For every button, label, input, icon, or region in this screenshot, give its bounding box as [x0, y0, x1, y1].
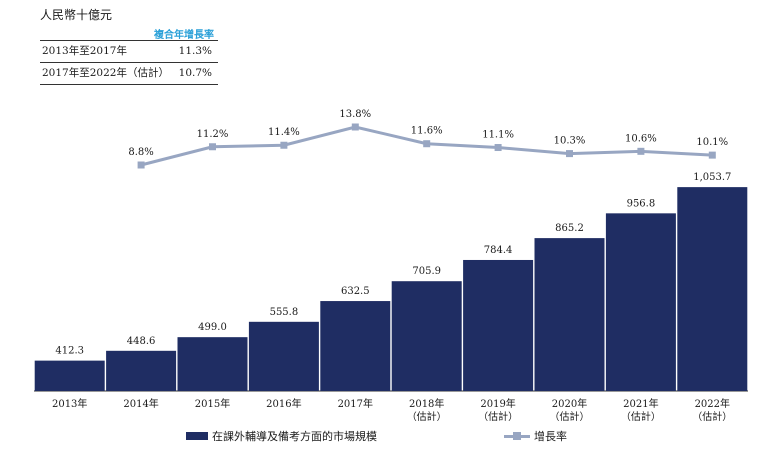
bar	[677, 187, 748, 391]
unit-label: 人民幣十億元	[40, 8, 113, 22]
growth-rate-label: 11.2%	[197, 129, 229, 140]
cagr-row: 2013年至2017年 11.3%	[40, 41, 218, 63]
cagr-table: 複合年增長率 2013年至2017年 11.3% 2017年至2022年（估計）…	[40, 26, 218, 85]
x-tick-label: （估計）	[692, 410, 732, 423]
cagr-value: 11.3%	[178, 45, 212, 57]
growth-rate-marker	[637, 147, 645, 155]
cagr-table-header: 複合年增長率	[40, 26, 218, 41]
x-tick-label: （估計）	[550, 410, 590, 423]
bar-value-label: 1,053.7	[693, 172, 731, 183]
bar-value-label: 705.9	[412, 266, 441, 277]
legend-line-item: 增長率	[504, 428, 567, 444]
growth-rate-marker	[566, 150, 573, 158]
bar-value-label: 865.2	[555, 223, 584, 234]
bar	[320, 301, 391, 391]
growth-rate-label: 10.6%	[625, 133, 657, 144]
growth-rate-marker	[423, 140, 431, 148]
bar-value-label: 956.8	[627, 198, 656, 209]
growth-rate-marker	[209, 143, 216, 151]
growth-rate-label: 11.1%	[482, 130, 514, 141]
x-tick-label: 2021年	[623, 397, 658, 410]
bar-value-label: 555.8	[270, 307, 299, 318]
bar	[463, 259, 534, 391]
x-tick-label: 2018年	[409, 397, 444, 410]
cagr-value: 10.7%	[178, 67, 212, 79]
bar-value-label: 632.5	[341, 286, 370, 297]
growth-rate-marker	[708, 151, 716, 159]
growth-rate-marker	[137, 161, 145, 169]
growth-rate-label: 10.1%	[696, 137, 728, 148]
growth-rate-label: 10.3%	[554, 136, 586, 147]
x-tick-label: （估計）	[478, 410, 518, 423]
x-tick-label: （估計）	[621, 410, 661, 423]
bar-value-label: 412.3	[55, 346, 84, 357]
legend-bar-item: 在課外輔導及備考方面的市場規模	[186, 428, 377, 444]
bar	[391, 281, 462, 391]
x-tick-label: 2014年	[123, 397, 158, 410]
growth-rate-label: 8.8%	[128, 147, 153, 158]
bar-value-label: 784.4	[484, 245, 513, 256]
growth-rate-marker	[351, 123, 359, 131]
bar	[605, 213, 676, 391]
x-tick-label: 2022年	[695, 397, 730, 410]
bar-value-label: 499.0	[198, 322, 227, 333]
cagr-period: 2017年至2022年（估計）	[42, 67, 169, 79]
x-tick-label: （估計）	[407, 410, 447, 423]
growth-rate-marker	[494, 144, 502, 152]
legend-line-label: 增長率	[534, 430, 567, 443]
x-tick-label: 2020年	[552, 397, 587, 410]
legend-line-swatch	[504, 431, 530, 441]
growth-rate-label: 11.6%	[411, 126, 443, 137]
cagr-row: 2017年至2022年（估計） 10.7%	[40, 63, 218, 85]
bar	[177, 337, 248, 391]
x-tick-label: 2015年	[195, 397, 230, 410]
legend-bar-swatch	[186, 432, 208, 440]
x-tick-label: 2016年	[266, 397, 301, 410]
x-tick-label: 2013年	[52, 397, 87, 410]
bar	[34, 360, 105, 391]
growth-rate-label: 13.8%	[339, 109, 371, 120]
legend-bar-label: 在課外輔導及備考方面的市場規模	[212, 430, 377, 443]
bar	[248, 321, 319, 391]
growth-rate-label: 11.4%	[268, 127, 300, 138]
x-tick-label: 2017年	[338, 397, 373, 410]
growth-rate-marker	[280, 141, 288, 149]
x-tick-label: 2019年	[480, 397, 515, 410]
bar-value-label: 448.6	[127, 336, 156, 347]
bar	[534, 238, 605, 391]
bar	[106, 350, 177, 391]
cagr-period: 2013年至2017年	[42, 45, 127, 57]
